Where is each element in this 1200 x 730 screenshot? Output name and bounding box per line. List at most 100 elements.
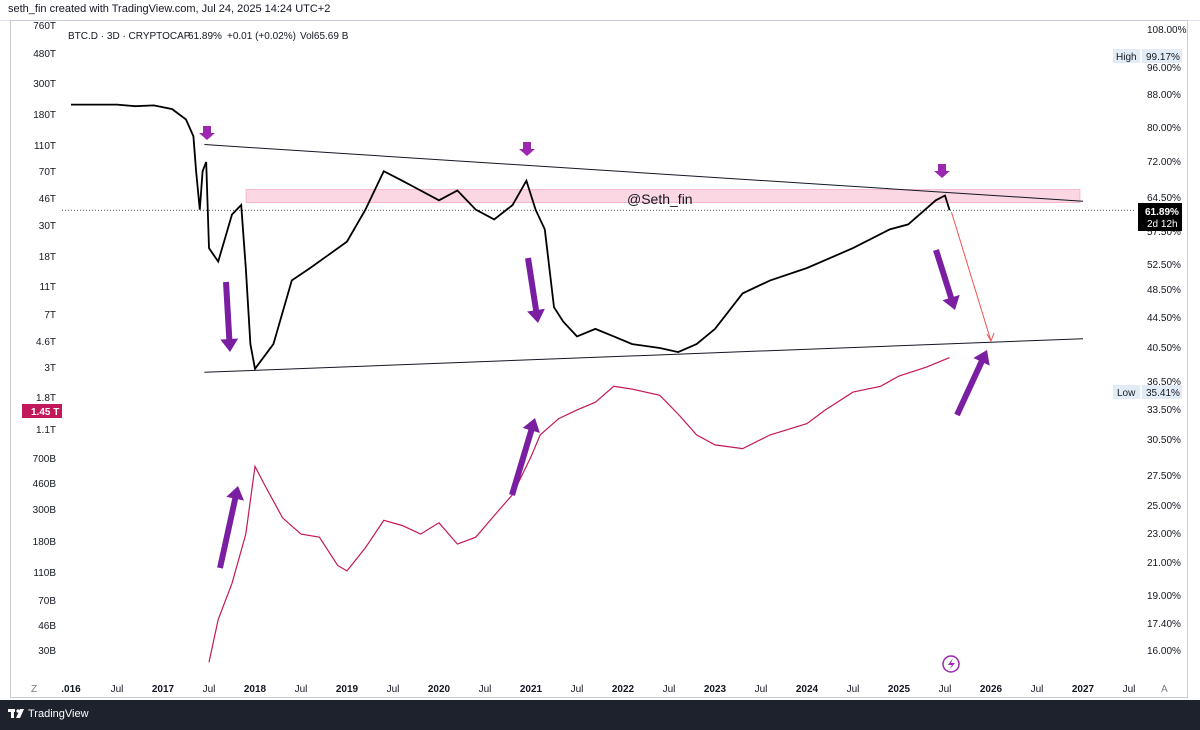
x-axis-tick: Jul	[111, 684, 124, 695]
market-cap-line	[208, 357, 950, 663]
right-axis-tick: 96.00%	[1147, 63, 1181, 74]
x-axis-tick: Jul	[755, 684, 768, 695]
top-marker-arrow-2017	[199, 126, 215, 140]
x-axis-tick: Jul	[1123, 684, 1136, 695]
left-axis-tick: 70B	[38, 596, 56, 607]
x-axis-tick: 2026	[980, 684, 1003, 695]
zoom-mode-icon[interactable]: Z	[31, 684, 37, 695]
right-axis-tick: 108.00%	[1147, 25, 1187, 36]
x-axis-tick: 2022	[612, 684, 635, 695]
left-axis-tick: 480T	[33, 49, 56, 60]
low-value: 35.41%	[1146, 388, 1180, 399]
right-axis-tick: 48.50%	[1147, 285, 1181, 296]
x-axis-tick: 2027	[1072, 684, 1095, 695]
x-axis-tick: .016	[61, 684, 81, 695]
left-axis-tick: 180T	[33, 110, 56, 121]
x-axis-tick: 2023	[704, 684, 727, 695]
lightning-icon[interactable]	[942, 655, 960, 673]
high-label: High	[1116, 52, 1137, 63]
right-axis-tick: 16.00%	[1147, 646, 1181, 657]
upper-trendline	[204, 144, 1084, 202]
auto-scale-icon[interactable]: A	[1161, 684, 1168, 695]
right-axis-tick: 57.50%	[1147, 227, 1181, 238]
watermark-handle: @Seth_fin	[627, 191, 693, 207]
right-axis-tick: 72.00%	[1147, 157, 1181, 168]
right-axis-tick: 30.50%	[1147, 435, 1181, 446]
right-axis-tick: 17.40%	[1147, 619, 1181, 630]
low-label-bg	[1113, 385, 1140, 399]
x-axis-tick: 2025	[888, 684, 911, 695]
x-axis-tick: Jul	[663, 684, 676, 695]
chart-svg: 760T 480T 300T 180T 110T 70T 46T 30T 18T 11T 7T 4.6…	[22, 21, 1187, 695]
x-axis-tick: 2020	[428, 684, 451, 695]
header-title: seth_fin created with TradingView.com, J…	[8, 3, 331, 15]
right-axis-tick: 25.00%	[1147, 501, 1181, 512]
up-arrow-2025	[954, 350, 990, 417]
right-axis-tick: 88.00%	[1147, 90, 1181, 101]
right-axis-tick: 44.50%	[1147, 313, 1181, 324]
legend-volume: Vol65.69 B	[300, 31, 349, 42]
x-axis-tick: Jul	[1031, 684, 1044, 695]
x-axis-tick: Jul	[295, 684, 308, 695]
left-axis-tick: 1.8T	[36, 393, 56, 404]
x-axis-tick: Jul	[203, 684, 216, 695]
top-marker-arrow-2025	[934, 164, 950, 178]
right-axis-tick: 21.00%	[1147, 558, 1181, 569]
x-axis-tick: 2018	[244, 684, 267, 695]
left-axis-tick: 30T	[39, 221, 56, 232]
left-axis-tick: 110B	[33, 568, 56, 579]
tradingview-logo[interactable]: TradingView	[8, 708, 89, 720]
low-value-bg	[1142, 385, 1182, 399]
lower-trendline	[204, 338, 1084, 373]
high-label-bg	[1113, 49, 1140, 63]
left-axis-tick: 4.6T	[36, 337, 56, 348]
projection-line	[950, 211, 992, 342]
left-axis-tick: 46T	[39, 194, 56, 205]
low-label: Low	[1117, 388, 1136, 399]
down-arrow-2017	[220, 281, 239, 352]
chart-area-border	[10, 20, 1188, 698]
last-price-value: 61.89%	[1145, 207, 1179, 218]
x-axis-tick: Jul	[479, 684, 492, 695]
marketcap-price-value: 1.45 T	[31, 407, 59, 418]
x-axis-tick: Jul	[571, 684, 584, 695]
right-axis-tick: 27.50%	[1147, 471, 1181, 482]
last-price-box	[1138, 203, 1182, 231]
left-axis-tick: 1.1T	[36, 425, 56, 436]
down-arrow-2021	[525, 257, 545, 323]
marketcap-price-box	[22, 404, 62, 418]
up-arrow-2021	[509, 418, 540, 496]
high-value: 99.17%	[1146, 52, 1180, 63]
footer-bar: TradingView	[0, 700, 1200, 730]
right-axis-tick: 40.50%	[1147, 343, 1181, 354]
left-axis-tick: 70T	[39, 167, 56, 178]
right-axis-tick: 19.00%	[1147, 591, 1181, 602]
left-axis-tick: 700B	[33, 454, 57, 465]
left-axis-tick: 460B	[33, 479, 57, 490]
right-axis-tick: 80.00%	[1147, 123, 1181, 134]
left-axis-tick: 18T	[39, 252, 56, 263]
x-axis-tick: 2024	[796, 684, 819, 695]
legend-value: 61.89%	[188, 31, 222, 42]
left-axis-tick: 3T	[44, 363, 56, 374]
left-axis-tick: 11T	[40, 282, 57, 293]
right-axis-tick: 23.00%	[1147, 529, 1181, 540]
projection-arrowhead	[986, 332, 995, 343]
tradingview-logo-text: TradingView	[28, 708, 89, 720]
x-axis-tick: 2021	[520, 684, 543, 695]
right-axis-tick: 36.50%	[1147, 377, 1181, 388]
right-axis-tick: 52.50%	[1147, 260, 1181, 271]
x-axis-tick: Jul	[939, 684, 952, 695]
left-axis-tick: 30B	[38, 646, 56, 657]
right-axis-tick: 64.50%	[1147, 193, 1181, 204]
left-axis-tick: 110T	[34, 141, 56, 152]
left-axis-tick: 180B	[33, 537, 57, 548]
left-axis-tick: 7T	[44, 310, 56, 321]
x-axis-tick: 2019	[336, 684, 359, 695]
down-arrow-2025	[933, 249, 960, 310]
btc-dominance-line	[71, 103, 951, 371]
high-value-bg	[1142, 49, 1182, 63]
x-axis-tick: 2017	[152, 684, 175, 695]
right-axis-tick: 33.50%	[1147, 405, 1181, 416]
